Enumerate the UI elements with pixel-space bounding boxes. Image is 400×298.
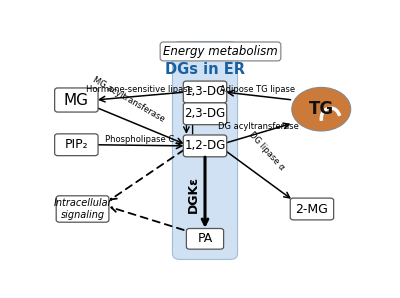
Text: DG lipase α: DG lipase α xyxy=(247,130,287,172)
FancyBboxPatch shape xyxy=(183,81,227,103)
Text: DG acyltransferase: DG acyltransferase xyxy=(218,122,299,131)
FancyBboxPatch shape xyxy=(183,103,227,125)
Text: DGKε: DGKε xyxy=(187,176,200,212)
Text: DGs in ER: DGs in ER xyxy=(165,62,245,77)
Text: 2-MG: 2-MG xyxy=(296,203,328,215)
FancyBboxPatch shape xyxy=(55,88,98,112)
FancyBboxPatch shape xyxy=(186,229,224,249)
Text: PA: PA xyxy=(197,232,213,245)
Text: 1,2-DG: 1,2-DG xyxy=(184,139,226,152)
FancyBboxPatch shape xyxy=(56,196,109,222)
FancyBboxPatch shape xyxy=(183,135,227,157)
Text: 1,3-DG: 1,3-DG xyxy=(184,86,226,98)
Circle shape xyxy=(292,87,351,131)
Text: 2,3-DG: 2,3-DG xyxy=(184,107,226,120)
Text: Hormone-sensitive lipase: Hormone-sensitive lipase xyxy=(86,85,193,94)
FancyBboxPatch shape xyxy=(172,41,238,260)
Text: TG: TG xyxy=(309,100,334,118)
Text: Intracellular
signaling: Intracellular signaling xyxy=(53,198,112,220)
FancyBboxPatch shape xyxy=(55,134,98,156)
Text: Energy metabolism: Energy metabolism xyxy=(163,45,278,58)
Text: MG acyltransferase: MG acyltransferase xyxy=(92,75,167,123)
Text: PIP₂: PIP₂ xyxy=(64,138,88,151)
Text: Phospholipase C: Phospholipase C xyxy=(105,135,174,144)
Text: MG: MG xyxy=(64,92,89,108)
FancyBboxPatch shape xyxy=(290,198,334,220)
Text: Adipose TG lipase: Adipose TG lipase xyxy=(220,85,295,94)
